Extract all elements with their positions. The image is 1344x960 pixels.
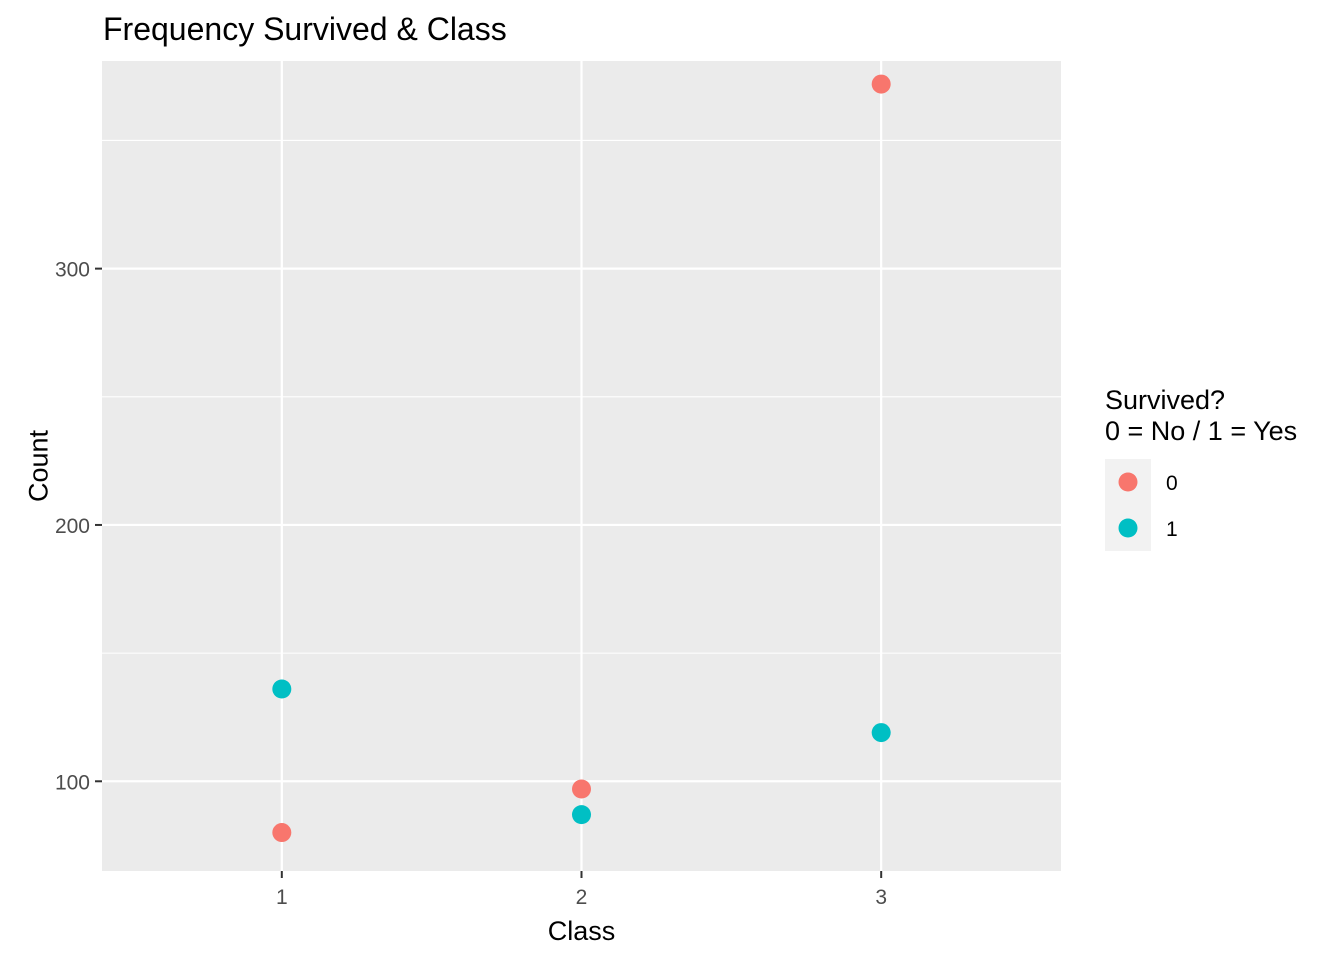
data-point-series-1 <box>871 723 891 743</box>
x-tick-label: 3 <box>875 886 887 909</box>
data-point-series-1 <box>272 679 292 699</box>
data-point-series-0 <box>871 74 891 94</box>
legend-label: 1 <box>1166 518 1178 541</box>
data-points <box>272 74 891 843</box>
axis-ticks: 100 200 300 1 2 3 <box>55 259 887 909</box>
x-axis-title: Class <box>548 916 616 946</box>
legend-title-line-2: 0 = No / 1 = Yes <box>1105 416 1297 446</box>
x-tick-label: 2 <box>576 886 588 909</box>
legend-key-dot <box>1118 518 1138 538</box>
x-tick-label: 1 <box>276 886 288 909</box>
y-tick-label: 100 <box>55 771 90 794</box>
legend-entries: 01 <box>1105 459 1178 551</box>
chart-title: Frequency Survived & Class <box>103 11 507 47</box>
legend-key-dot <box>1118 472 1138 492</box>
legend-title-line-1: Survived? <box>1105 385 1225 415</box>
legend-label: 0 <box>1166 472 1178 495</box>
y-tick-label: 300 <box>55 259 90 282</box>
y-axis-title: Count <box>23 429 53 502</box>
data-point-series-1 <box>572 805 591 825</box>
data-point-series-0 <box>572 779 591 799</box>
legend: Survived? 0 = No / 1 = Yes 01 <box>1105 385 1297 551</box>
data-point-series-0 <box>272 823 292 843</box>
y-tick-label: 200 <box>55 515 90 538</box>
